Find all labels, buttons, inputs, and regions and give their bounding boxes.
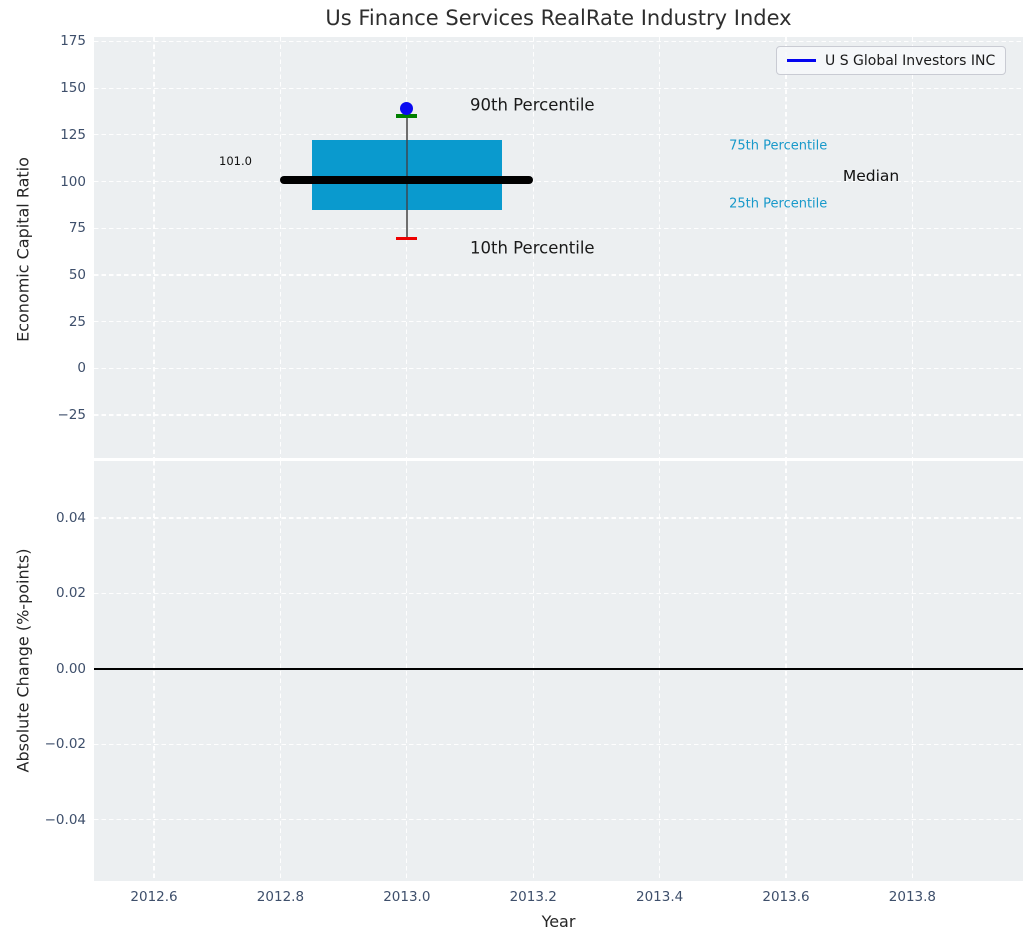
zero-line <box>94 667 1023 670</box>
plot-area-bottom <box>94 461 1023 881</box>
chart-title: Us Finance Services RealRate Industry In… <box>325 6 792 30</box>
gridline-horizontal <box>94 87 1023 89</box>
x-tick-label: 2013.6 <box>762 889 810 905</box>
x-tick-label: 2013.0 <box>383 889 431 905</box>
company-value-dot <box>400 102 414 116</box>
annotation-75th-percentile: 75th Percentile <box>729 138 828 154</box>
gridline-horizontal <box>94 819 1023 821</box>
gridline-horizontal <box>94 592 1023 595</box>
gridline-horizontal <box>94 274 1023 276</box>
y-tick-label: 0.02 <box>55 585 86 602</box>
y-tick-label: 25 <box>68 313 86 330</box>
annotation-25th-percentile: 25th Percentile <box>729 196 828 212</box>
y-tick-label: 0.04 <box>55 509 86 526</box>
gridline-horizontal <box>94 321 1023 323</box>
x-tick-label: 2013.8 <box>888 889 937 905</box>
gridline-vertical <box>279 461 282 881</box>
gridline-vertical <box>279 37 282 458</box>
gridline-vertical <box>406 37 408 458</box>
y-tick-label: 125 <box>60 126 86 143</box>
annotation-10th-percentile: 10th Percentile <box>470 238 595 258</box>
annotation-101-0: 101.0 <box>219 154 252 169</box>
y-tick-label: −25 <box>57 407 87 424</box>
gridline-vertical <box>659 461 661 881</box>
x-tick-label: 2012.6 <box>130 889 178 905</box>
y-tick-label: 175 <box>60 33 86 50</box>
legend-label: U S Global Investors INC <box>825 52 996 69</box>
annotation-median: Median <box>842 166 900 185</box>
gridline-vertical <box>532 461 534 881</box>
gridline-vertical <box>153 37 155 458</box>
gridline-horizontal <box>94 743 1023 745</box>
y-tick-label: 50 <box>68 266 86 283</box>
gridline-vertical <box>911 461 913 881</box>
gridline-vertical <box>532 37 534 458</box>
gridline-horizontal <box>94 40 1023 43</box>
whisker-line-inner <box>406 140 408 210</box>
plot-area-top: 90th Percentile 10th Percentile 75th Perce… <box>94 37 1023 458</box>
x-tick-label: 2013.4 <box>635 889 684 905</box>
y-tick-label: −0.02 <box>44 736 86 753</box>
gridline-horizontal <box>94 414 1023 416</box>
y-tick-label: 75 <box>68 220 86 237</box>
gridline-horizontal <box>94 134 1023 136</box>
gridline-vertical <box>785 37 787 458</box>
gridline-horizontal <box>94 180 1023 183</box>
gridline-vertical <box>153 461 155 881</box>
y-tick-label: 100 <box>60 173 86 190</box>
p90-cap <box>396 114 418 118</box>
y-tick-label: 0 <box>77 360 86 377</box>
annotation-90th-percentile: 90th Percentile <box>470 95 595 115</box>
p10-cap <box>396 236 418 241</box>
gridline-horizontal <box>94 227 1023 229</box>
gridline-vertical <box>785 461 787 881</box>
gridline-vertical <box>911 37 913 458</box>
x-tick-label: 2013.2 <box>509 889 557 905</box>
gridline-horizontal <box>94 367 1023 369</box>
gridline-horizontal <box>94 517 1023 519</box>
x-tick-label: 2012.8 <box>256 889 305 905</box>
x-axis-label: Year <box>541 912 576 931</box>
median-line <box>280 175 534 184</box>
y-tick-label: 0.00 <box>55 660 86 677</box>
y-tick-label: 150 <box>60 80 86 97</box>
gridline-vertical <box>406 461 408 881</box>
y-tick-label: −0.04 <box>44 811 86 828</box>
gridline-vertical <box>659 37 661 458</box>
legend: U S Global Investors INC <box>776 46 1007 75</box>
legend-line-swatch <box>787 59 816 62</box>
